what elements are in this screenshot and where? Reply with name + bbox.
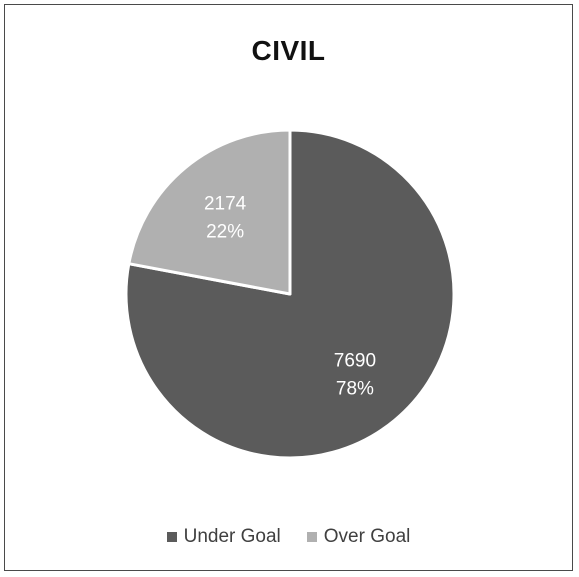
pie-slice-under-goal bbox=[124, 128, 456, 460]
data-label-value-over-goal: 2174 bbox=[204, 194, 247, 215]
legend-item-over-goal: Over Goal bbox=[306, 526, 411, 548]
legend-item-under-goal: Under Goal bbox=[166, 526, 281, 548]
legend: Under Goal Over Goal bbox=[5, 526, 572, 548]
legend-swatch-over-goal bbox=[306, 532, 317, 542]
data-label-under-goal: 7690 78% bbox=[334, 350, 376, 399]
data-label-percent-over-goal: 22% bbox=[206, 222, 244, 243]
legend-swatch-under-goal bbox=[166, 532, 177, 542]
chart-frame: CIVIL 7690 78% 2174 22% Under Goal Over Goa… bbox=[4, 4, 573, 571]
legend-label-under-goal: Under Goal bbox=[183, 526, 281, 547]
data-label-value-under-goal: 7690 bbox=[334, 350, 376, 371]
data-label-over-goal: 2174 22% bbox=[204, 194, 247, 243]
legend-label-over-goal: Over Goal bbox=[323, 526, 411, 547]
pie-slice-over-goal bbox=[127, 128, 292, 296]
chart-title: CIVIL bbox=[251, 35, 326, 66]
data-label-percent-under-goal: 78% bbox=[336, 378, 374, 399]
pie-chart: 7690 78% 2174 22% bbox=[124, 128, 456, 460]
